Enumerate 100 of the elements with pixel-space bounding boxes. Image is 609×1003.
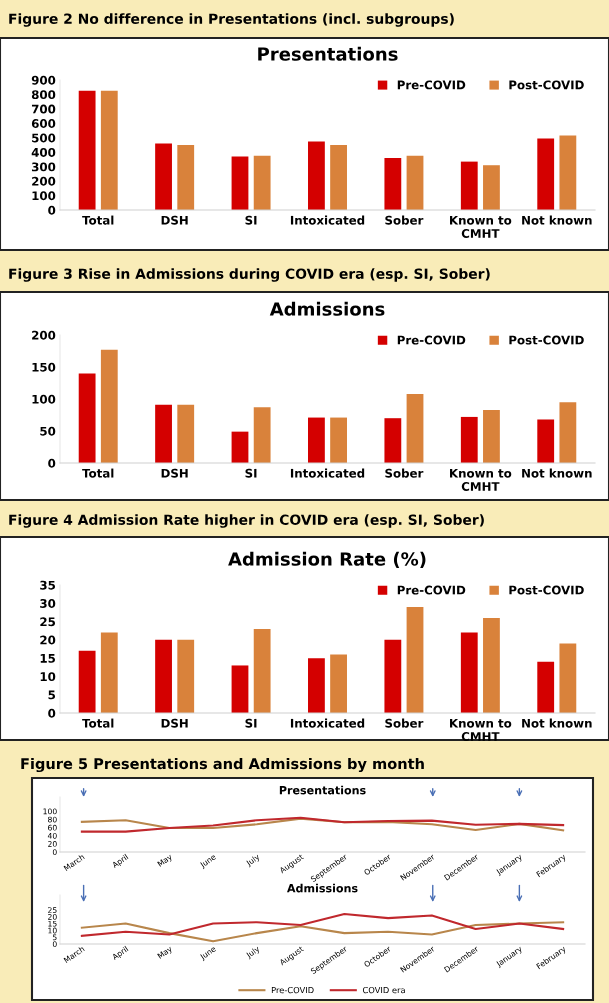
legend-label: Pre-COVID: [271, 986, 314, 994]
x-tick-label: Total: [82, 468, 114, 478]
y-tick-label: 0: [48, 205, 56, 215]
bar: [78, 373, 96, 463]
bar: [483, 409, 500, 463]
chart-title: Presentations: [258, 46, 398, 61]
legend-label: Post-COVID: [509, 585, 584, 595]
y-tick-label: 50: [40, 426, 56, 436]
y-tick-label: 20: [40, 635, 56, 645]
y-tick-label: 25: [40, 617, 56, 627]
bar: [406, 606, 424, 713]
bar: [308, 141, 325, 210]
bar: [308, 658, 325, 713]
bar: [406, 155, 424, 210]
y-tick-label: 600: [31, 119, 56, 128]
bar: [330, 145, 347, 210]
y-tick-label: 300: [31, 162, 56, 172]
x-tick-label: Known to CMHT: [450, 215, 512, 238]
x-tick-label: DSH: [161, 215, 188, 225]
bar: [559, 135, 577, 210]
bar: [78, 650, 96, 713]
x-tick-label: Sober: [385, 718, 424, 728]
legend-label: Pre-COVID: [397, 335, 466, 345]
x-tick-label: DSH: [161, 718, 188, 728]
bar: [177, 404, 195, 463]
bar: [253, 407, 271, 463]
bar: [100, 349, 118, 463]
legend-label: Pre-COVID: [397, 585, 466, 595]
y-tick-label: 10: [40, 672, 56, 682]
x-tick-label: Intoxicated: [290, 718, 365, 728]
bar: [460, 632, 478, 713]
bar: [155, 143, 172, 210]
caption: Figure 2 No difference in Presentations (incl. subgroups): [9, 13, 454, 27]
x-tick-label: Not known: [522, 215, 592, 225]
chart-title: Admissions: [286, 883, 358, 893]
bar: [384, 418, 402, 463]
legend-label: Post-COVID: [509, 80, 584, 90]
bar: [155, 639, 172, 713]
bar: [384, 158, 402, 210]
bar: [330, 417, 347, 463]
x-tick-label: Intoxicated: [290, 468, 365, 478]
y-tick-label: 35: [40, 580, 56, 590]
bar: [537, 419, 555, 463]
x-tick-label: Known to CMHT: [450, 718, 512, 741]
y-tick-label: 800: [31, 90, 56, 100]
line-series: [80, 921, 565, 943]
chart-title: Admission Rate (%): [228, 551, 426, 568]
bar: [231, 431, 249, 463]
x-tick-label: Not known: [522, 718, 592, 728]
bar: [559, 643, 577, 713]
bar: [155, 404, 172, 463]
y-tick-label: 0: [48, 458, 56, 468]
y-tick-label: 100: [32, 394, 56, 404]
bar: [483, 165, 500, 210]
y-tick-label: 900: [31, 75, 56, 85]
bar: [177, 145, 195, 210]
bar: [177, 639, 195, 713]
y-tick-label: 200: [32, 176, 56, 186]
y-tick-label: 15: [40, 654, 56, 663]
x-tick-label: Known to CMHT: [450, 468, 512, 491]
chart-title: Presentations: [279, 785, 366, 795]
bar: [460, 161, 478, 210]
x-tick-label: Sober: [385, 215, 424, 225]
bar: [330, 654, 347, 713]
bar: [253, 155, 271, 210]
bar: [308, 417, 325, 463]
bar: [253, 628, 271, 713]
bar: [100, 632, 118, 713]
x-tick-label: Total: [82, 718, 114, 728]
bar: [231, 156, 249, 210]
bar: [559, 402, 577, 463]
y-tick-label: 5: [48, 690, 56, 700]
x-tick-label: SI: [245, 215, 257, 225]
x-tick-label: Total: [82, 215, 114, 225]
bar: [231, 665, 249, 713]
bar: [460, 416, 478, 463]
legend-label: Post-COVID: [509, 335, 584, 345]
bar: [384, 639, 402, 713]
x-tick-label: Intoxicated: [290, 215, 365, 225]
bar: [537, 661, 555, 713]
x-tick-label: SI: [245, 718, 257, 728]
y-tick-label: 400: [31, 147, 56, 157]
x-tick-label: DSH: [161, 468, 188, 478]
caption: Figure 5 Presentations and Admissions by month: [21, 757, 424, 773]
bar: [100, 90, 118, 210]
legend-label: Pre-COVID: [397, 80, 466, 90]
legend-label: COVID era: [362, 986, 405, 994]
y-tick-label: 0: [48, 708, 56, 718]
y-tick-label: 700: [31, 104, 56, 114]
x-tick-label: SI: [245, 468, 257, 478]
bar: [537, 138, 555, 210]
bar: [78, 90, 96, 210]
y-tick-label: 30: [40, 599, 56, 608]
y-tick-label: 200: [32, 330, 56, 340]
y-tick-label: 100: [32, 191, 56, 201]
line-series: [80, 913, 565, 937]
bar: [406, 393, 424, 463]
bar: [483, 617, 500, 713]
caption: Figure 4 Admission Rate higher in COVID era (esp. SI, Sober): [9, 514, 484, 528]
y-tick-label: 500: [32, 133, 56, 143]
